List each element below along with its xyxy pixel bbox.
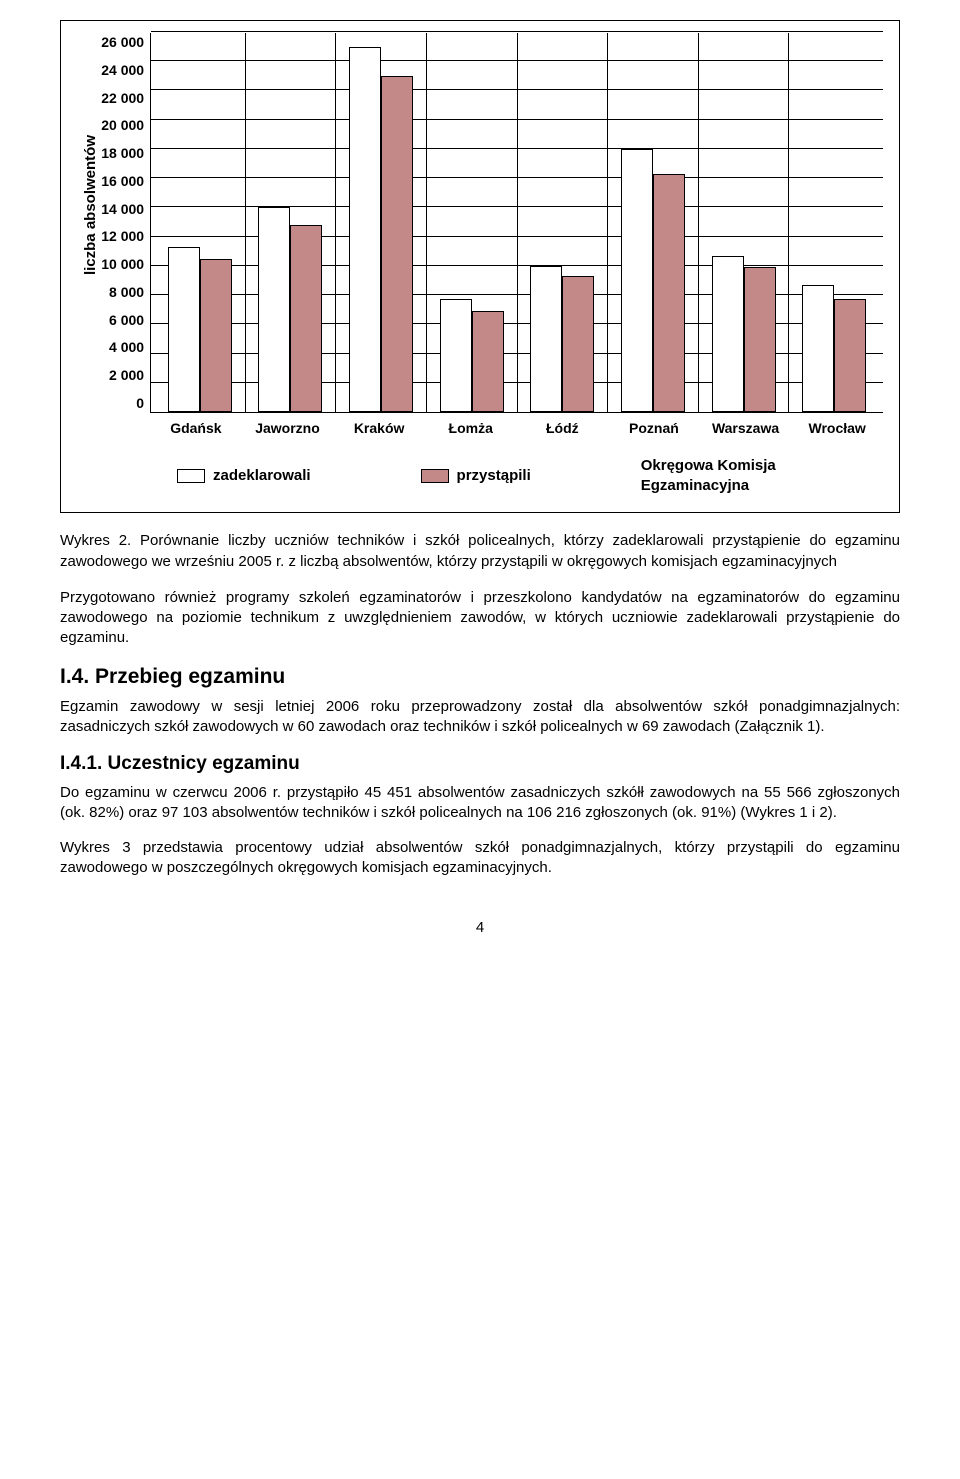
legend-label-zadeklarowali: zadeklarowali — [213, 466, 311, 486]
bar-przystąpili — [290, 225, 322, 412]
y-tick-label: 24 000 — [101, 61, 144, 80]
chart-container: liczba absolwentów 26 000 24 000 22 000 20 … — [60, 20, 900, 513]
legend-item-zadeklarowali: zadeklarowali — [177, 466, 311, 486]
y-tick-label: 6 000 — [109, 311, 144, 330]
y-tick-label: 10 000 — [101, 255, 144, 274]
y-tick-label: 2 000 — [109, 366, 144, 385]
category-group — [789, 33, 879, 412]
paragraph-prep: Przygotowano również programy szkoleń eg… — [60, 588, 900, 649]
x-tick-label: Łódź — [517, 419, 609, 438]
bar-przystąpili — [744, 267, 776, 412]
bar-zadeklarowali — [621, 149, 653, 412]
bar-zadeklarowali — [712, 256, 744, 412]
y-axis-ticks: 26 000 24 000 22 000 20 000 18 000 16 000 14 0… — [101, 33, 150, 413]
legend-title: Okręgowa Komisja Egzaminacyjna — [641, 456, 883, 497]
y-tick-label: 0 — [136, 394, 144, 413]
bar-przystąpili — [834, 299, 866, 412]
y-tick-label: 14 000 — [101, 200, 144, 219]
y-tick-label: 26 000 — [101, 33, 144, 52]
y-tick-label: 16 000 — [101, 172, 144, 191]
category-group — [336, 33, 427, 412]
bar-zadeklarowali — [530, 266, 562, 412]
x-tick-label: Gdańsk — [150, 419, 242, 438]
x-tick-label: Jaworzno — [242, 419, 334, 438]
category-group — [518, 33, 609, 412]
bar-zadeklarowali — [802, 285, 834, 412]
y-tick-label: 22 000 — [101, 89, 144, 108]
legend-label-przystapili: przystąpili — [457, 466, 531, 486]
grid-line — [151, 31, 883, 32]
bar-przystąpili — [200, 259, 232, 412]
heading-i41: I.4.1. Uczestnicy egzaminu — [60, 751, 900, 777]
bar-przystąpili — [381, 76, 413, 412]
y-tick-label: 20 000 — [101, 116, 144, 135]
category-group — [427, 33, 518, 412]
category-group — [608, 33, 699, 412]
plot-wrap: GdańskJaworznoKrakówŁomżaŁódźPoznańWarsz… — [150, 33, 883, 438]
x-tick-label: Poznań — [608, 419, 700, 438]
legend-swatch-zadeklarowali — [177, 469, 205, 483]
chart-caption: Wykres 2. Porównanie liczby uczniów tech… — [60, 531, 900, 572]
y-axis-label: liczba absolwentów — [77, 135, 101, 275]
legend-swatch-przystapili — [421, 469, 449, 483]
paragraph-i41-p2: Wykres 3 przedstawia procentowy udział a… — [60, 838, 900, 879]
paragraph-i41-p1: Do egzaminu w czerwcu 2006 r. przystąpił… — [60, 783, 900, 824]
bar-przystąpili — [562, 276, 594, 412]
bar-zadeklarowali — [349, 47, 381, 412]
x-axis-labels: GdańskJaworznoKrakówŁomżaŁódźPoznańWarsz… — [150, 413, 883, 438]
legend-item-przystapili: przystąpili — [421, 466, 531, 486]
caption-label: Wykres 2. — [60, 532, 131, 549]
category-group — [699, 33, 790, 412]
plot-area — [150, 33, 883, 413]
y-tick-label: 8 000 — [109, 283, 144, 302]
caption-text: Porównanie liczby uczniów techników i sz… — [60, 532, 900, 569]
heading-i4: I.4. Przebieg egzaminu — [60, 663, 900, 691]
y-tick-label: 12 000 — [101, 227, 144, 246]
y-tick-label: 4 000 — [109, 338, 144, 357]
category-group — [155, 33, 246, 412]
chart-area: liczba absolwentów 26 000 24 000 22 000 20 … — [77, 33, 883, 438]
x-tick-label: Wrocław — [791, 419, 883, 438]
bar-przystąpili — [472, 311, 504, 412]
bar-zadeklarowali — [168, 247, 200, 412]
x-tick-label: Łomża — [425, 419, 517, 438]
bar-zadeklarowali — [440, 299, 472, 412]
page-number: 4 — [60, 918, 900, 938]
bar-przystąpili — [653, 174, 685, 412]
x-tick-label: Kraków — [333, 419, 425, 438]
paragraph-i4-body: Egzamin zawodowy w sesji letniej 2006 ro… — [60, 697, 900, 738]
y-tick-label: 18 000 — [101, 144, 144, 163]
category-group — [246, 33, 337, 412]
bar-zadeklarowali — [258, 207, 290, 412]
chart-legend: zadeklarowali przystąpili Okręgowa Komis… — [77, 456, 883, 497]
x-tick-label: Warszawa — [700, 419, 792, 438]
